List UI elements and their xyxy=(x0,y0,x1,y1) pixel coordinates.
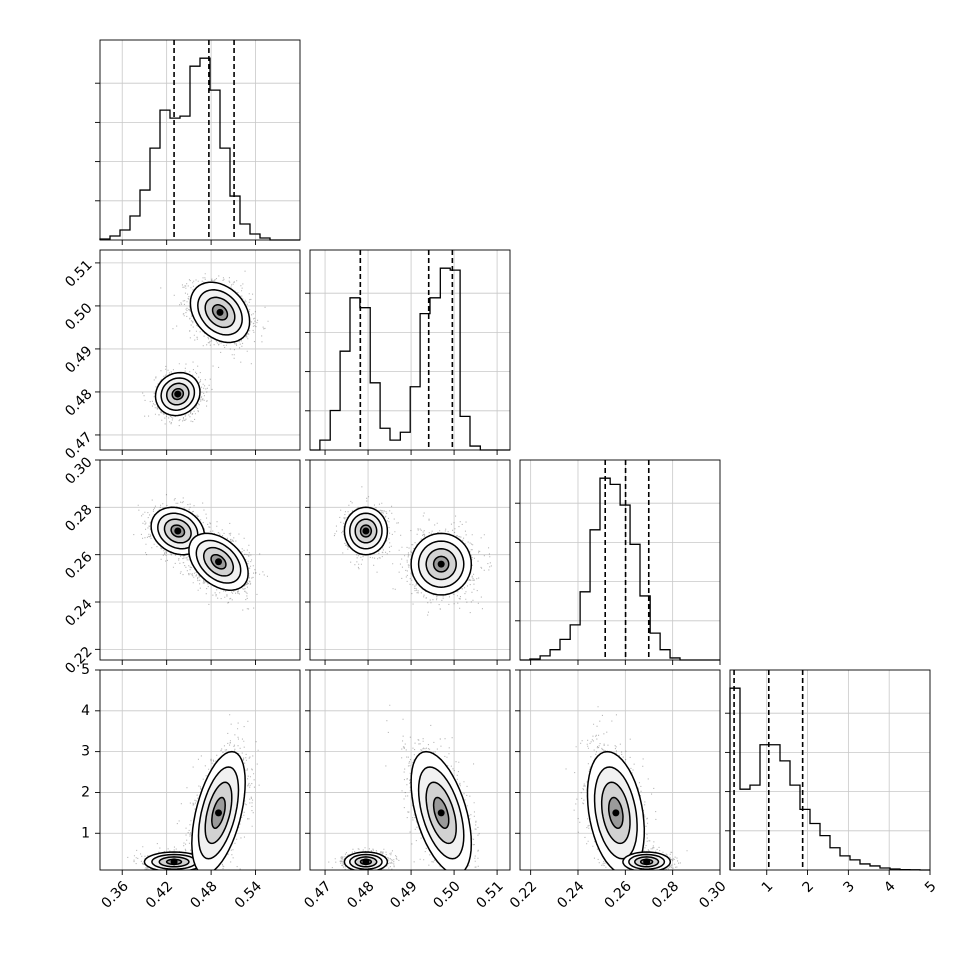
density-peak xyxy=(216,308,224,316)
y-tick-label: 0.24 xyxy=(62,596,95,629)
y-tick-label: 3 xyxy=(81,744,90,760)
x-tick-label: 0.22 xyxy=(507,878,540,911)
y-tick-label: 0.22 xyxy=(62,644,95,677)
x-tick-label: 0.50 xyxy=(430,878,463,911)
panel-content xyxy=(133,494,268,611)
y-tick-label: 1 xyxy=(81,825,90,841)
y-tick-label: 0.48 xyxy=(62,386,95,419)
x-tick-label: 0.47 xyxy=(301,878,334,911)
density-peak xyxy=(362,527,370,535)
hist-panel-2 xyxy=(515,459,721,665)
y-tick-label: 2 xyxy=(81,784,90,800)
x-tick-label: 2 xyxy=(800,878,818,896)
y-tick-label: 0.28 xyxy=(62,502,95,535)
panel-content xyxy=(333,486,492,616)
scatter-panel-2-3 xyxy=(515,669,721,875)
x-tick-label: 0.36 xyxy=(98,878,131,911)
panel-content xyxy=(142,270,269,427)
density-peak xyxy=(215,809,223,817)
y-tick-label: 5 xyxy=(81,662,90,678)
scatter-panel-1-2 xyxy=(305,459,511,665)
density-peak xyxy=(170,858,178,866)
x-tick-label: 0.54 xyxy=(232,878,265,911)
hist-panel-3-border xyxy=(729,669,931,871)
scatter-panel-1-2-border xyxy=(309,459,511,661)
x-tick-label: 0.51 xyxy=(473,878,506,911)
scatter-panel-0-2-border xyxy=(99,459,301,661)
panel-content xyxy=(127,714,260,870)
y-tick-label: 0.49 xyxy=(62,343,95,376)
hist-panel-1 xyxy=(305,249,511,455)
density-peak xyxy=(174,527,182,535)
panel-content xyxy=(565,706,688,870)
scatter-panel-0-1-border xyxy=(99,249,301,451)
y-tick-label: 0.51 xyxy=(62,257,95,290)
y-tick-label: 0.26 xyxy=(62,549,95,582)
x-tick-label: 0.49 xyxy=(387,878,420,911)
x-tick-label: 3 xyxy=(840,878,858,896)
hist-panel-2-border xyxy=(519,459,721,661)
scatter-panel-1-3-border xyxy=(309,669,511,871)
hist-panel-0-border xyxy=(99,39,301,241)
x-tick-label: 0.24 xyxy=(554,878,587,911)
scatter-panel-2-3-border xyxy=(519,669,721,871)
histogram-step-line xyxy=(99,57,300,241)
x-tick-label: 0.30 xyxy=(696,878,729,911)
histogram-step-line xyxy=(729,687,930,871)
density-peak xyxy=(643,858,651,866)
scatter-panel-0-1 xyxy=(95,249,301,455)
density-peak xyxy=(215,558,223,566)
panel-content xyxy=(328,704,480,870)
hist-panel-3 xyxy=(725,669,931,875)
x-tick-label: 0.48 xyxy=(187,878,220,911)
hist-panel-0 xyxy=(95,39,301,245)
density-peak xyxy=(362,858,370,866)
density-peak xyxy=(612,809,620,817)
y-tick-label: 0.50 xyxy=(62,300,95,333)
scatter-panel-1-2-bg xyxy=(310,460,510,660)
y-tick-label: 0.47 xyxy=(62,429,95,462)
density-peak xyxy=(437,560,445,568)
x-tick-label: 5 xyxy=(922,878,940,896)
scatter-panel-0-2 xyxy=(95,459,301,665)
x-tick-label: 4 xyxy=(881,878,899,896)
scatter-panel-0-3-border xyxy=(99,669,301,871)
scatter-panel-0-1-bg xyxy=(100,250,300,450)
x-tick-label: 0.42 xyxy=(143,878,176,911)
x-tick-label: 0.26 xyxy=(602,878,635,911)
x-tick-label: 0.48 xyxy=(344,878,377,911)
x-tick-label: 0.28 xyxy=(649,878,682,911)
scatter-panel-1-3 xyxy=(305,669,511,875)
scatter-panel-1-3-bg xyxy=(310,670,510,870)
histogram-step-line xyxy=(310,267,510,451)
density-peak xyxy=(437,809,445,817)
y-tick-label: 0.30 xyxy=(62,454,95,487)
hist-panel-1-border xyxy=(309,249,511,451)
y-tick-label: 4 xyxy=(81,703,90,719)
scatter-panel-0-3 xyxy=(95,669,301,875)
x-tick-label: 1 xyxy=(759,878,777,896)
hist-panel-0-bg xyxy=(100,40,300,240)
histogram-step-line xyxy=(520,477,720,661)
density-peak xyxy=(174,390,182,398)
